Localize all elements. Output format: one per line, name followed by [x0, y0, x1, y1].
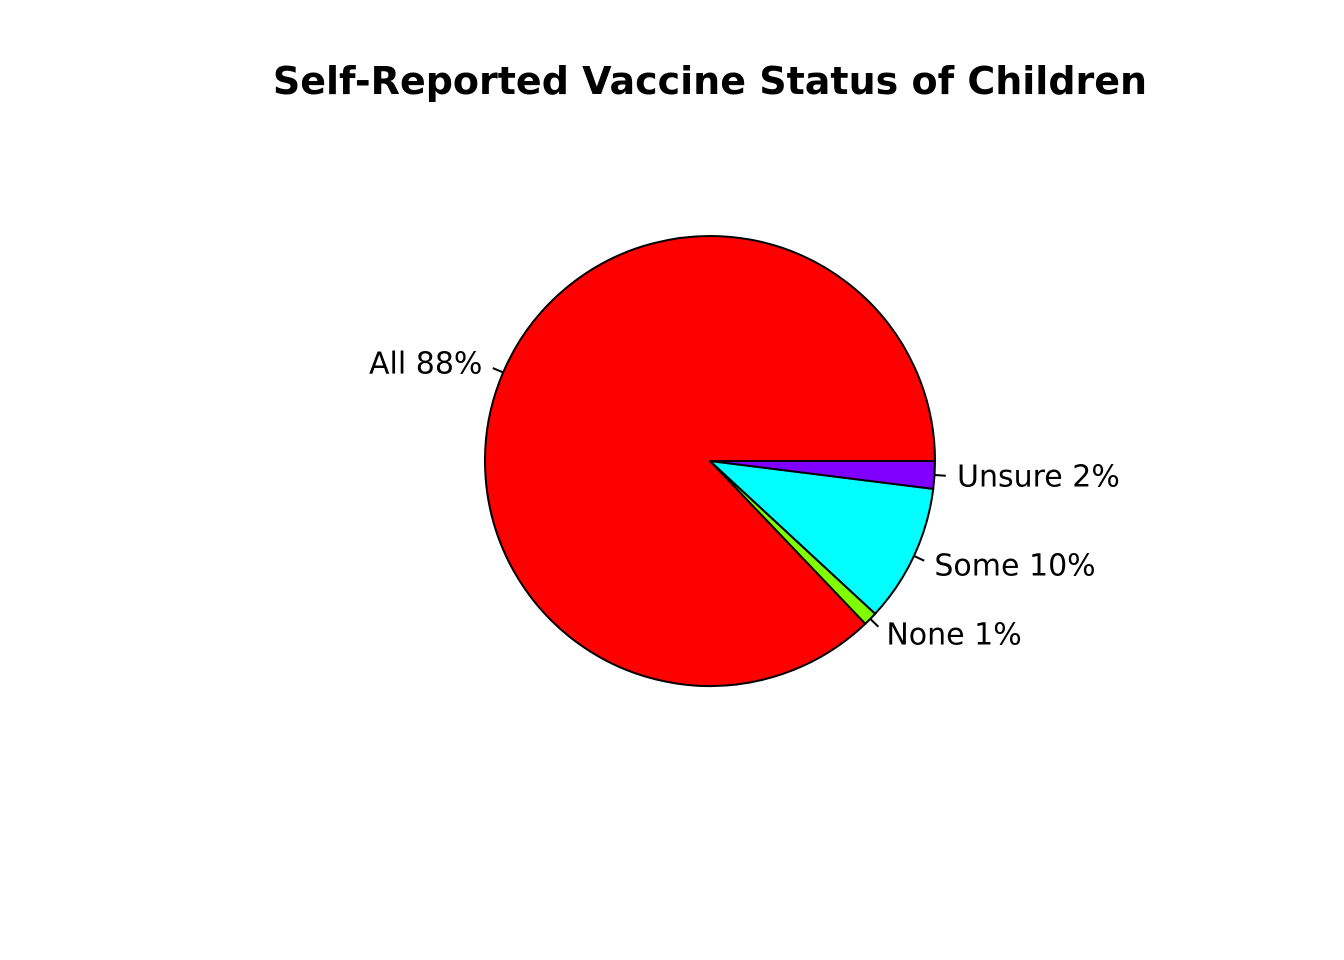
label-tick-none: [869, 618, 880, 628]
slice-label-unsure: Unsure 2%: [957, 459, 1120, 494]
label-tick-some: [913, 555, 925, 562]
chart-title: Self-Reported Vaccine Status of Children: [273, 59, 1147, 103]
slice-label-none: None 1%: [886, 618, 1021, 653]
slice-label-some: Some 10%: [934, 548, 1095, 583]
pie-slices: [484, 235, 936, 687]
pie-labels: All 88% None 1% Some 10% Unsure 2%: [369, 347, 1120, 653]
label-tick-all: [492, 367, 504, 374]
label-tick-unsure: [934, 473, 946, 477]
pie-slice-some: [709, 460, 935, 615]
slice-label-all: All 88%: [369, 347, 482, 382]
